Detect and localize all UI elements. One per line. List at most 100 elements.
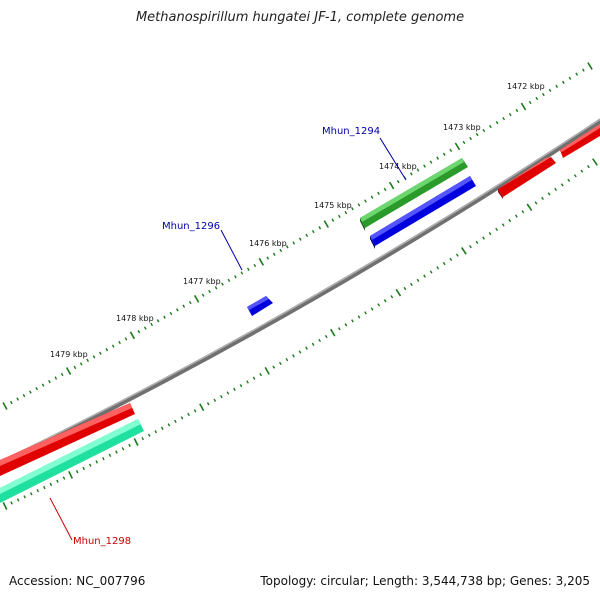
genome-backbone-highlight: [0, 118, 600, 463]
minor-tick: [436, 266, 440, 270]
gene-mhun-1298[interactable]: [0, 419, 144, 503]
minor-tick: [239, 384, 243, 388]
minor-tick: [514, 214, 518, 218]
major-tick: [2, 402, 8, 410]
major-tick: [129, 331, 136, 340]
major-tick: [526, 203, 533, 212]
minor-tick: [581, 68, 585, 72]
gene-red-top-right-b[interactable]: [560, 124, 600, 158]
label-mhun-1294[interactable]: Mhun_1294: [322, 126, 380, 137]
minor-tick: [208, 289, 211, 294]
minor-tick: [455, 253, 459, 257]
minor-tick: [141, 436, 145, 441]
minor-tick: [482, 236, 485, 240]
minor-tick: [150, 322, 154, 327]
minor-tick: [423, 164, 426, 168]
major-tick: [454, 142, 461, 151]
kbp-label-1476: 1476 kbp: [249, 239, 287, 248]
minor-tick: [285, 245, 289, 249]
minor-tick: [501, 223, 505, 227]
map-title: Methanospirillum hungatei JF-1, complete…: [135, 10, 465, 25]
minor-tick: [482, 128, 486, 133]
minor-tick: [429, 270, 433, 274]
minor-tick: [221, 282, 224, 286]
gene-blue-1295[interactable]: [370, 176, 476, 249]
label-mhun-1298[interactable]: Mhun_1298: [73, 536, 131, 547]
kbp-label-1479: 1479 kbp: [50, 350, 88, 359]
minor-tick: [542, 92, 545, 97]
major-tick: [2, 502, 8, 510]
minor-tick: [60, 372, 64, 377]
minor-tick: [383, 299, 387, 303]
minor-tick: [311, 229, 315, 234]
minor-tick: [111, 344, 115, 348]
gene-mhun-1296[interactable]: [247, 296, 273, 316]
minor-tick: [442, 261, 446, 266]
minor-tick: [318, 226, 322, 230]
minor-tick: [16, 397, 20, 401]
minor-tick: [121, 447, 125, 451]
minor-tick: [272, 252, 276, 256]
minor-tick: [541, 196, 544, 201]
minor-tick: [118, 340, 121, 345]
minor-tick: [587, 164, 590, 169]
minor-tick: [364, 311, 367, 315]
major-tick: [199, 403, 205, 412]
minor-tick: [279, 248, 283, 253]
minor-tick: [154, 430, 158, 434]
minor-tick: [351, 207, 354, 211]
minor-tick: [219, 394, 223, 399]
minor-tick: [95, 460, 99, 464]
minor-tick: [105, 347, 109, 352]
minor-tick: [508, 112, 512, 117]
gene-red-top-right-a[interactable]: [498, 157, 556, 199]
major-tick: [461, 247, 467, 255]
minor-tick: [436, 156, 440, 160]
minor-tick: [43, 485, 46, 490]
minor-tick: [9, 400, 13, 405]
leader-mhun-1296: [220, 229, 243, 271]
minor-tick: [285, 357, 289, 362]
minor-tick: [174, 419, 177, 424]
minor-tick: [469, 136, 472, 141]
minor-tick: [377, 191, 380, 195]
minor-tick: [396, 180, 400, 184]
minor-tick: [357, 203, 361, 207]
minor-tick: [390, 295, 394, 299]
minor-tick: [298, 350, 302, 354]
minor-tick: [86, 358, 90, 363]
minor-tick: [403, 286, 407, 291]
minor-tick: [143, 326, 147, 330]
minor-tick: [246, 380, 249, 384]
label-mhun-1296[interactable]: Mhun_1296: [162, 221, 220, 232]
minor-tick: [108, 453, 112, 458]
major-tick: [330, 328, 336, 337]
outer-tick-ring: [2, 62, 593, 410]
minor-tick: [508, 218, 512, 223]
major-tick: [258, 257, 264, 266]
minor-tick: [10, 501, 13, 505]
minor-tick: [28, 390, 32, 394]
inner-tick-ring: [2, 158, 598, 510]
minor-tick: [240, 271, 244, 275]
minor-tick: [429, 160, 433, 164]
minor-tick: [75, 469, 79, 474]
minor-tick: [226, 391, 230, 395]
major-tick: [520, 102, 527, 111]
minor-tick: [137, 330, 141, 334]
gene-red-bottom-left[interactable]: [0, 403, 135, 476]
minor-tick: [73, 365, 77, 370]
minor-tick: [331, 218, 335, 222]
gene-mhun-1294[interactable]: [360, 158, 468, 231]
minor-tick: [409, 172, 413, 176]
kbp-label-1472: 1472 kbp: [507, 82, 545, 91]
minor-tick: [99, 351, 102, 355]
minor-tick: [163, 315, 166, 319]
major-tick: [68, 470, 74, 479]
minor-tick: [278, 361, 282, 366]
minor-tick: [22, 393, 26, 398]
minor-tick: [364, 199, 367, 203]
minor-tick: [193, 409, 197, 413]
minor-tick: [489, 124, 492, 129]
